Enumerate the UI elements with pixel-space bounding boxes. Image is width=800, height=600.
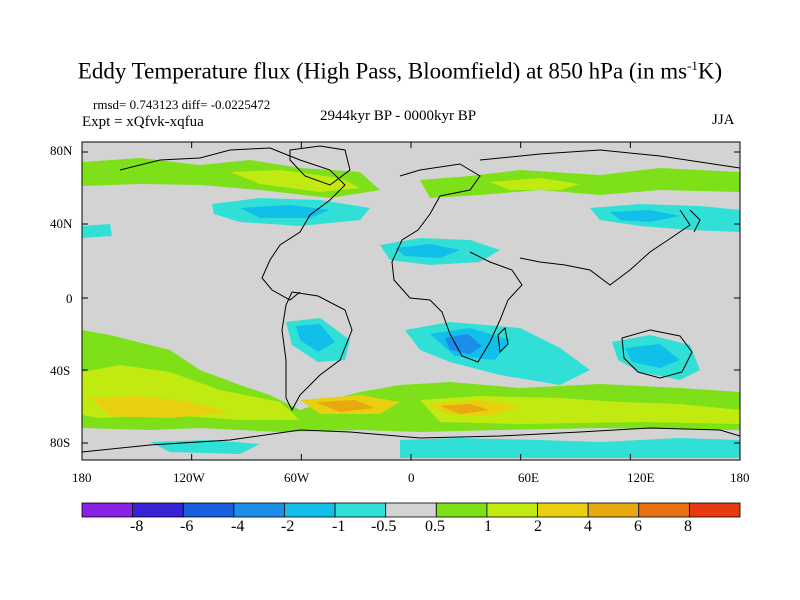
asia-coast: [479, 149, 740, 286]
colorbar-swatch: [182, 502, 235, 518]
madagascar-coast: [497, 326, 509, 354]
flux-region: [625, 344, 680, 368]
colorbar-swatch: [284, 502, 336, 518]
lon-tick-label: 0: [408, 470, 415, 485]
lat-tick-label: 40N: [50, 216, 73, 231]
flux-region: [90, 396, 230, 418]
colorbar-swatch: [132, 502, 184, 518]
flux-region: [240, 205, 330, 218]
experiment-label: Expt = xQfvk-xqfua: [82, 114, 204, 130]
colorbar-label: -0.5: [371, 518, 397, 535]
flux-field: [82, 158, 740, 458]
colorbar-swatch: [435, 502, 488, 518]
lon-tick-label: 120E: [627, 470, 655, 485]
lat-tick-label: 0: [66, 291, 73, 306]
colorbar: [81, 502, 741, 518]
colorbar-swatch: [537, 502, 589, 518]
flux-region: [490, 178, 580, 190]
colorbar-label: 2: [534, 518, 542, 535]
colorbar-swatch: [334, 502, 387, 518]
axis-ticks: [81, 142, 741, 460]
colorbar-swatch: [638, 502, 690, 518]
greenland-coast: [289, 145, 351, 186]
colorbar-label: 0.5: [425, 518, 445, 535]
flux-region: [420, 168, 740, 198]
colorbar-label: -8: [130, 518, 144, 535]
colorbar-label: -2: [281, 518, 295, 535]
colorbar-swatch: [486, 502, 538, 518]
colorbar-swatch: [81, 502, 134, 518]
lon-tick-label: 180: [730, 470, 750, 485]
flux-region: [400, 438, 740, 458]
flux-region: [610, 210, 680, 222]
flux-region: [82, 224, 112, 238]
coastlines: [82, 145, 740, 453]
colorbar-swatch: [587, 502, 640, 518]
lat-tick-label: 80S: [50, 435, 71, 450]
colorbar-label: 6: [634, 518, 642, 535]
chart-title: Eddy Temperature flux (High Pass, Bloomf…: [77, 58, 723, 84]
flux-region: [445, 334, 482, 354]
colorbar-label: 1: [484, 518, 492, 535]
japan-coast: [689, 209, 701, 233]
colorbar-label: 4: [584, 518, 592, 535]
lat-tick-label: 80N: [50, 143, 73, 158]
lon-tick-label: 180: [72, 470, 92, 485]
colorbar-label: -4: [231, 518, 245, 535]
stats-label: rmsd= 0.743123 diff= -0.0225472: [93, 97, 271, 112]
season-label: JJA: [712, 112, 735, 128]
flux-region: [296, 324, 335, 352]
europe-africa-coast: [391, 163, 523, 363]
colorbar-label: -1: [332, 518, 346, 535]
lon-tick-label: 60W: [284, 470, 310, 485]
colorbar-swatch: [385, 502, 437, 518]
flux-region: [395, 244, 460, 258]
colorbar-label: -6: [180, 518, 194, 535]
flux-region: [230, 170, 360, 192]
lon-tick-label: 60E: [518, 470, 539, 485]
colorbar-label: 8: [684, 518, 692, 535]
north-america-coast: [119, 147, 346, 301]
australia-coast: [621, 329, 693, 379]
lat-tick-label: 40S: [50, 363, 71, 378]
lon-tick-label: 120W: [173, 470, 205, 485]
colorbar-swatch: [233, 502, 285, 518]
flux-region: [315, 400, 375, 412]
period-label: 2944kyr BP - 0000kyr BP: [320, 108, 477, 124]
south-america-coast: [281, 291, 353, 412]
colorbar-swatch: [688, 502, 741, 518]
antarctica-coast: [82, 427, 740, 453]
flux-region: [440, 404, 490, 414]
